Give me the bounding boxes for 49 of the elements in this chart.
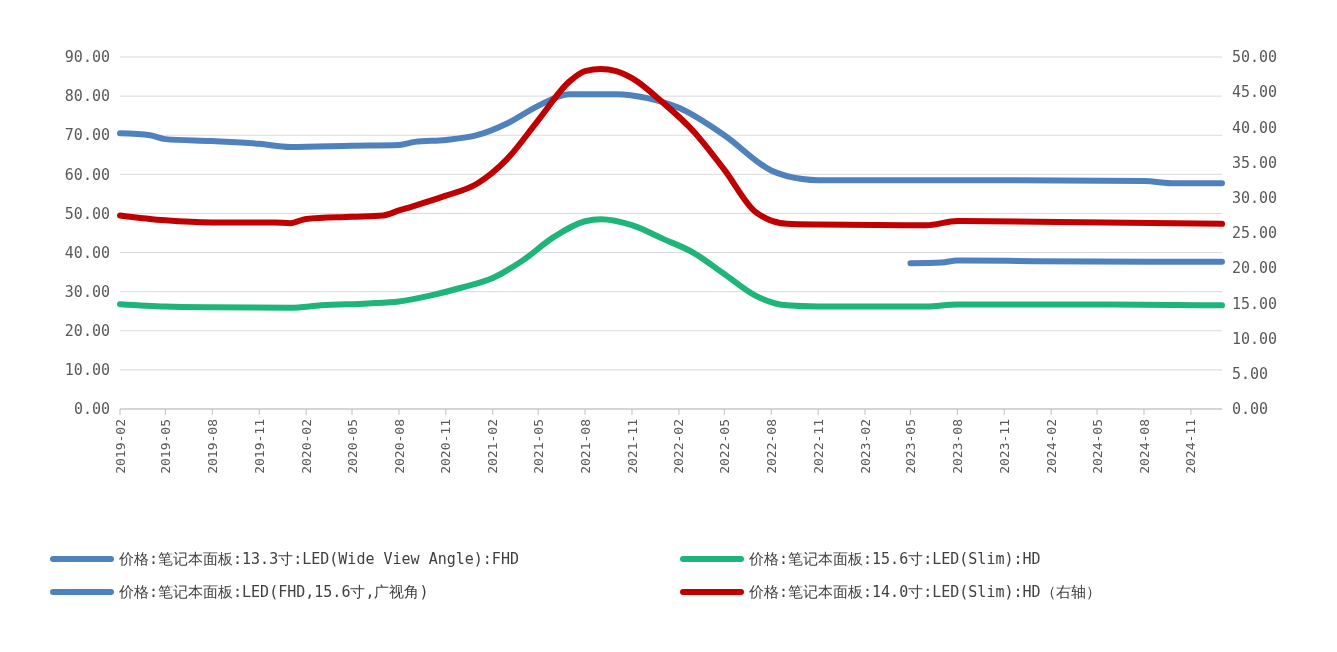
x-tick-label: 2019-08	[204, 419, 220, 474]
y-tick-label: 30.00	[64, 282, 110, 301]
y-tick-label: 50.00	[64, 204, 110, 223]
x-tick-label: 2022-08	[763, 419, 779, 474]
x-tick-label: 2024-08	[1136, 419, 1152, 474]
y2-tick-label: 45.00	[1232, 83, 1278, 102]
x-tick-label: 2023-08	[949, 419, 965, 474]
y-tick-label: 10.00	[64, 361, 110, 380]
x-tick-label: 2021-11	[624, 419, 640, 474]
x-tick-label: 2024-02	[1043, 419, 1059, 474]
y2-tick-label: 15.00	[1232, 294, 1278, 313]
x-tick-label: 2019-05	[157, 419, 173, 474]
x-tick-label: 2023-05	[902, 419, 918, 474]
x-tick-label: 2022-02	[671, 419, 687, 474]
y2-tick-label: 40.00	[1232, 118, 1278, 137]
y-tick-label: 60.00	[64, 165, 110, 184]
x-tick-label: 2020-05	[344, 419, 360, 474]
y2-tick-label: 35.00	[1232, 153, 1278, 172]
x-tick-label: 2019-02	[112, 419, 128, 474]
x-tick-label: 2020-11	[438, 419, 454, 474]
y2-tick-label: 0.00	[1232, 400, 1269, 419]
x-tick-label: 2020-02	[298, 419, 314, 474]
y-tick-label: 70.00	[64, 126, 110, 145]
x-tick-label: 2022-05	[716, 419, 732, 474]
legend-label: 价格:笔记本面板:15.6寸:LED(Slim):HD	[748, 550, 1041, 569]
y-tick-label: 90.00	[64, 48, 110, 67]
y2-tick-label: 25.00	[1232, 224, 1278, 243]
x-tick-label: 2021-08	[577, 419, 593, 474]
x-tick-label: 2024-05	[1089, 419, 1105, 474]
x-tick-label: 2019-11	[251, 419, 267, 474]
y-tick-label: 0.00	[73, 400, 110, 419]
y-tick-label: 80.00	[64, 87, 110, 106]
x-tick-label: 2021-02	[485, 419, 501, 474]
y2-tick-label: 20.00	[1232, 259, 1278, 278]
legend-label: 价格:笔记本面板:14.0寸:LED(Slim):HD（右轴）	[748, 583, 1101, 602]
x-tick-label: 2024-11	[1183, 419, 1199, 474]
y-tick-label: 40.00	[64, 243, 110, 262]
y2-tick-label: 5.00	[1232, 365, 1269, 384]
x-tick-label: 2020-08	[391, 419, 407, 474]
y2-tick-label: 30.00	[1232, 189, 1278, 208]
x-tick-label: 2021-05	[530, 419, 546, 474]
x-tick-label: 2023-02	[857, 419, 873, 474]
legend-label: 价格:笔记本面板:13.3寸:LED(Wide View Angle):FHD	[118, 550, 519, 569]
x-tick-label: 2023-11	[996, 419, 1012, 474]
legend-label: 价格:笔记本面板:LED(FHD,15.6寸,广视角)	[118, 583, 429, 602]
y2-tick-label: 50.00	[1232, 48, 1278, 67]
y-tick-label: 20.00	[64, 322, 110, 341]
y2-tick-label: 10.00	[1232, 329, 1278, 348]
x-tick-label: 2022-11	[810, 419, 826, 474]
